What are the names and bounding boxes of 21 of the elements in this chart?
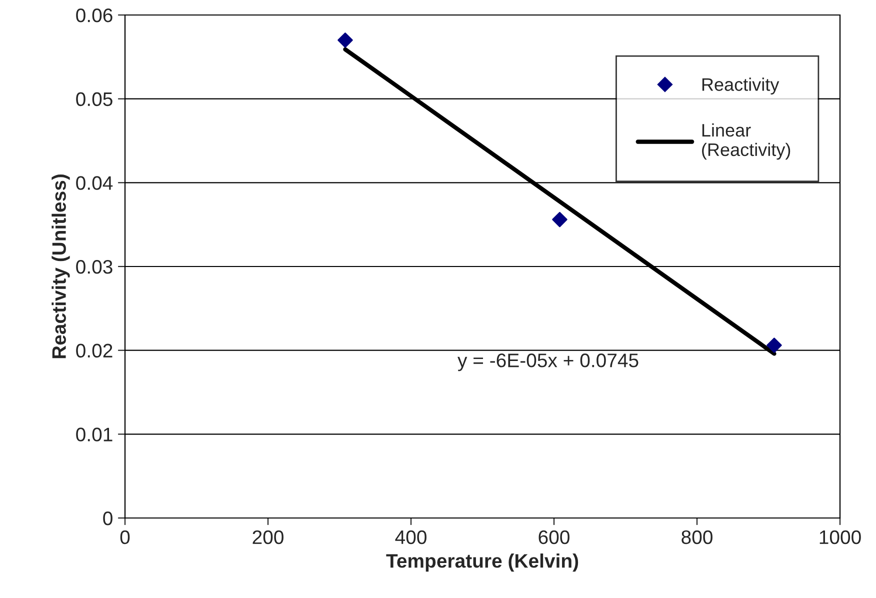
point <box>766 338 782 353</box>
y-axis-title: Reactivity (Unitless) <box>52 174 70 358</box>
x-tick-label: 400 <box>395 530 426 544</box>
x-tick-label: 200 <box>252 530 284 544</box>
x-tick-label: 1000 <box>820 530 861 544</box>
y-tick-label: 0.05 <box>76 92 112 106</box>
y-tick-label: 0 <box>103 511 112 526</box>
y-tick-label: 0.06 <box>76 8 112 22</box>
x-axis-title: Temperature (Kelvin) <box>386 553 578 572</box>
legend-label: Linear (Reactivity) <box>702 123 790 160</box>
y-tick-label: 0.03 <box>76 260 112 274</box>
point <box>338 32 353 48</box>
y-tick-label: 0.01 <box>76 428 112 442</box>
annotation: y = -6E-05x + 0.0745 <box>458 354 638 372</box>
x-tick-label: 800 <box>682 530 712 544</box>
y-tick-label: 0.04 <box>76 176 113 190</box>
y-tick-label: 0.02 <box>76 344 112 358</box>
x-tick-label: 600 <box>538 530 570 544</box>
legend-label: Reactivity <box>702 78 780 95</box>
point <box>552 212 568 228</box>
x-tick-label: 0 <box>120 530 130 544</box>
